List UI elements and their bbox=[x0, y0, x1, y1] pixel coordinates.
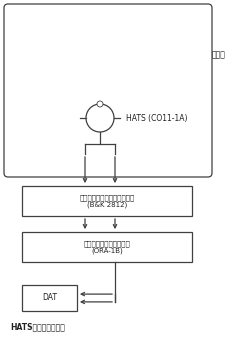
FancyBboxPatch shape bbox=[4, 4, 212, 177]
Text: DAT: DAT bbox=[42, 294, 57, 302]
Text: マイクロホンパワーサプライ
(B&K 2812): マイクロホンパワーサプライ (B&K 2812) bbox=[79, 194, 135, 208]
Circle shape bbox=[97, 101, 103, 107]
Text: HATS収録音声テープ: HATS収録音声テープ bbox=[10, 322, 65, 331]
Text: 収音イコライザーアンプ
(ORA-1B): 収音イコライザーアンプ (ORA-1B) bbox=[84, 240, 130, 254]
Bar bbox=[22, 232, 192, 262]
Text: HATS (CO11-1A): HATS (CO11-1A) bbox=[126, 113, 188, 122]
Text: 残響室: 残響室 bbox=[212, 50, 226, 60]
Circle shape bbox=[86, 104, 114, 132]
Bar bbox=[22, 186, 192, 216]
Bar bbox=[22, 285, 77, 311]
